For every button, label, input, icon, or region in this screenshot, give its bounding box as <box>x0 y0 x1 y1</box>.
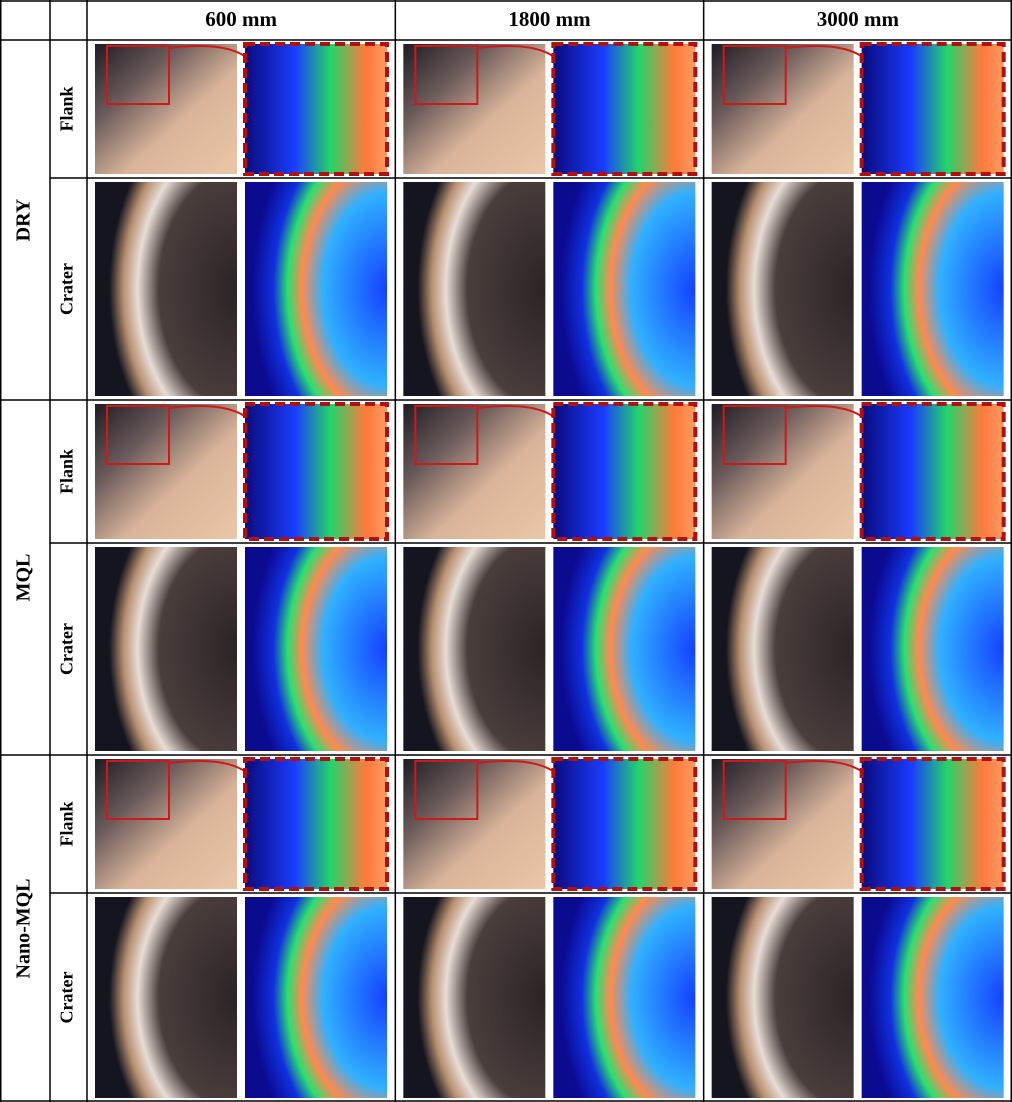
crater-heatmap <box>245 897 387 1098</box>
flank-heatmap <box>862 759 1004 889</box>
row-label: Flank <box>57 86 77 131</box>
flank-photo <box>712 404 854 539</box>
row-label: Crater <box>57 972 77 1024</box>
crater-photo <box>403 547 545 751</box>
flank-heatmap <box>553 759 695 889</box>
flank-photo <box>712 759 854 889</box>
flank-photo <box>95 404 237 539</box>
crater-heatmap <box>862 547 1004 751</box>
flank-photo <box>95 44 237 174</box>
flank-heatmap <box>553 404 695 539</box>
flank-photo <box>403 404 545 539</box>
flank-photo <box>95 759 237 889</box>
crater-photo <box>95 547 237 751</box>
row-label: Flank <box>57 801 77 846</box>
flank-heatmap <box>245 404 387 539</box>
crater-photo <box>712 897 854 1098</box>
group-label: Nano-MQL <box>13 879 35 979</box>
column-header: 600 mm <box>205 7 277 31</box>
column-header: 1800 mm <box>508 7 591 31</box>
crater-photo <box>403 182 545 396</box>
flank-heatmap <box>862 44 1004 174</box>
crater-heatmap <box>245 182 387 396</box>
crater-photo <box>95 182 237 396</box>
crater-photo <box>712 182 854 396</box>
crater-photo <box>403 897 545 1098</box>
group-label: MQL <box>13 554 35 602</box>
crater-heatmap <box>553 547 695 751</box>
crater-heatmap <box>862 897 1004 1098</box>
figure-table: 600 mm 1800 mm 3000 mm DRY Flank Crater MQL Fla… <box>0 0 1012 1102</box>
flank-heatmap <box>245 44 387 174</box>
flank-heatmap <box>862 404 1004 539</box>
flank-photo <box>712 44 854 174</box>
flank-photo <box>403 759 545 889</box>
flank-heatmap <box>553 44 695 174</box>
row-label: Crater <box>57 623 77 675</box>
crater-heatmap <box>862 182 1004 396</box>
row-label: Crater <box>57 263 77 315</box>
crater-heatmap <box>553 182 695 396</box>
crater-heatmap <box>245 547 387 751</box>
crater-heatmap <box>553 897 695 1098</box>
flank-heatmap <box>245 759 387 889</box>
crater-photo <box>712 547 854 751</box>
group-label: DRY <box>13 198 35 241</box>
row-label: Flank <box>57 449 77 494</box>
flank-photo <box>403 44 545 174</box>
crater-photo <box>95 897 237 1098</box>
column-header: 3000 mm <box>817 7 900 31</box>
